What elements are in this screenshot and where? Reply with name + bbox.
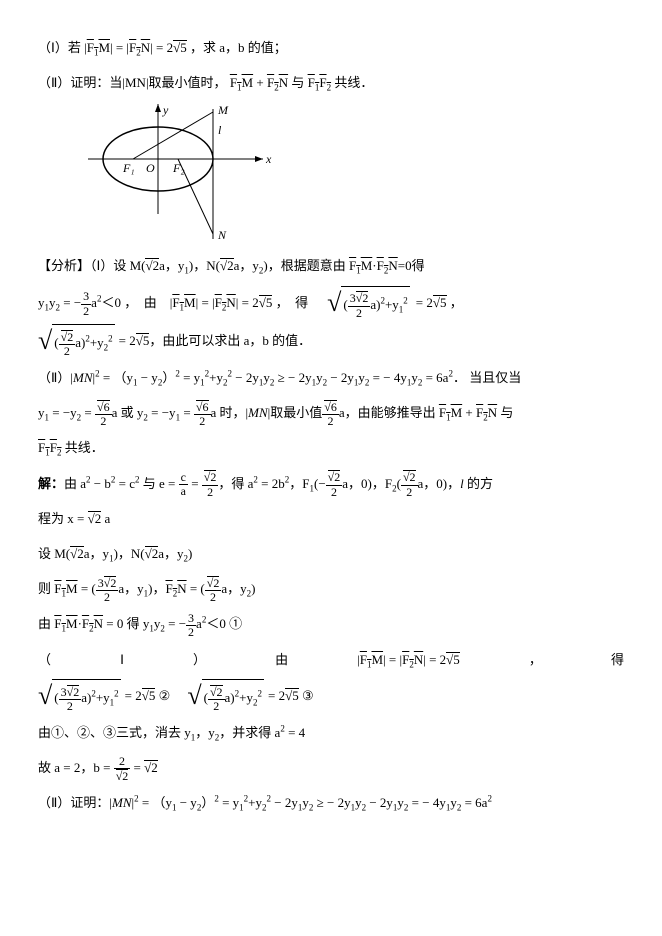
point-M: M [217, 104, 229, 117]
axis-y-label: y [162, 104, 169, 117]
axis-x-label: x [265, 152, 272, 166]
text: （Ⅰ）若 [38, 40, 81, 55]
analysis-line-5b: F1F2 共线． [38, 432, 624, 463]
paren-l: （ [38, 644, 51, 675]
origin: O [146, 161, 155, 175]
by: 由 [275, 644, 288, 675]
comma: ， [529, 644, 542, 675]
solution-head: 解：由 a2 − b2 = c2 与 e = ca = √22，得 a2 = 2… [38, 468, 624, 499]
statement-1: （Ⅰ）若 |F1M| = |F2N| = 2√5 ，求 a，b 的值； [38, 32, 624, 63]
solution-then: 则 F1M = (3√22a，y1)，F2N = (√22a，y2) [38, 573, 624, 604]
solution-dot: 由 F1M·F2N = 0 得 y1y2 = −32a2＜0 ① [38, 608, 624, 639]
solution-set: 设 M(√2a，y1)，N(√2a，y2) [38, 538, 624, 569]
text: 共线． [334, 75, 373, 90]
solution-sqrt-23: √(3√22a)2+y12 = 2√5 ② √(√22a)2+y22 = 2√5… [38, 679, 624, 713]
solution-elim: 由①、②、③三式，消去 y1，y2，并求得 a2 = 4 [38, 717, 624, 748]
ellipse-figure: y x M l N O F₁ F₂ [78, 104, 278, 244]
statement-2: （Ⅱ）证明：当|MN|取最小值时， F1M + F2N 与 F1F2 共线． [38, 67, 624, 98]
analysis-line-3: √(√22a)2+y22 = 2√5，由此可以求出 a，b 的值． [38, 324, 624, 358]
text: ，求 a，b 的值； [190, 40, 287, 55]
analysis-line-2: y1y2 = −32a2＜0 ， 由 |F1M| = |F2N| = 2√5 ，… [38, 286, 624, 320]
focus-F2: F₂ [172, 161, 185, 175]
text: （Ⅱ）证明：当|MN|取最小值时， [38, 75, 227, 90]
solution-part1: （ Ⅰ ） 由 |F1M| = |F2N| = 2√5 ， 得 [38, 644, 624, 675]
solution-head2: 程为 x = √2 a [38, 503, 624, 534]
roman-1: Ⅰ [120, 644, 124, 675]
analysis-line-5: y1 = −y2 = √62a 或 y2 = −y1 = √62a 时，|MN|… [38, 397, 624, 428]
solution-part2: （Ⅱ）证明：|MN|2 = （y1 − y2）2 = y12+y22 − 2y1… [38, 787, 624, 818]
solution-ans: 故 a = 2，b = 2√2 = √2 [38, 752, 624, 783]
analysis-line-1: 【分析】（Ⅰ）设 M(√2a，y1)，N(√2a，y2)，根据题意由 F1M·F… [38, 250, 624, 281]
paren-r: ） [193, 644, 206, 675]
point-N: N [217, 228, 227, 242]
line-l: l [218, 123, 222, 137]
analysis-line-4: （Ⅱ）|MN|2 = （y1 − y2）2 = y12+y22 − 2y1y2 … [38, 362, 624, 393]
focus-F1: F₁ [122, 161, 135, 175]
get: 得 [611, 644, 624, 675]
